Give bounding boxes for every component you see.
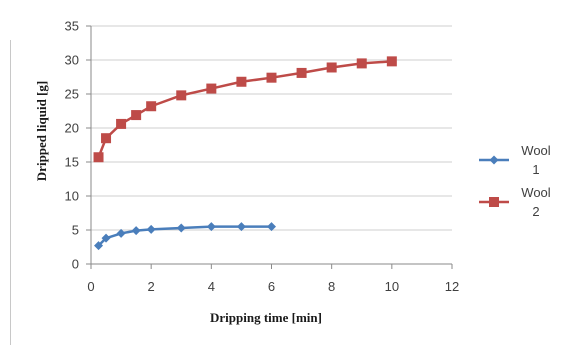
series-2 (93, 56, 397, 163)
data-point-marker (101, 133, 112, 144)
x-tick-label: 4 (208, 279, 215, 294)
data-point-marker (101, 233, 111, 243)
x-axis-label: Dripping time [min] (210, 310, 322, 325)
x-tick-label: 10 (385, 279, 399, 294)
data-point-marker (206, 222, 216, 232)
data-point-marker (176, 223, 186, 233)
data-point-marker (267, 222, 276, 232)
data-point-marker (146, 224, 156, 234)
data-point-marker (116, 118, 127, 129)
y-tick-label: 35 (65, 19, 79, 34)
x-tick-label: 0 (87, 279, 94, 294)
data-point-marker (116, 228, 126, 238)
y-tick-label: 20 (65, 121, 79, 136)
legend-label: Wool 1 (521, 143, 550, 177)
x-tick-label: 2 (148, 279, 155, 294)
series-1 (94, 222, 276, 251)
y-tick-label: 15 (65, 155, 79, 170)
legend-entry: Wool 2 (479, 185, 551, 219)
y-tick-label: 5 (72, 223, 79, 238)
data-point-marker (131, 226, 141, 236)
y-tick-label: 30 (65, 53, 79, 68)
data-point-marker (176, 90, 187, 101)
gridlines (91, 25, 452, 231)
axes (86, 25, 453, 269)
data-point-marker (206, 83, 217, 94)
data-point-marker (489, 155, 499, 165)
series-line (97, 60, 392, 158)
data-point-marker (386, 56, 397, 67)
legend: Wool 1 Wool 2 (479, 143, 551, 219)
data-point-marker (356, 58, 367, 69)
data-point-marker (131, 110, 142, 121)
series-layer (93, 56, 397, 251)
data-point-marker (146, 101, 157, 112)
data-point-marker (236, 222, 246, 232)
y-tick-labels: 0 5 10 15 20 25 30 35 (65, 19, 79, 272)
data-point-marker (489, 197, 499, 207)
x-tick-label: 8 (328, 279, 335, 294)
frame-border (10, 40, 11, 345)
y-tick-label: 0 (72, 257, 79, 272)
x-tick-label: 12 (445, 279, 459, 294)
x-tick-labels: 0 2 4 6 8 10 12 (87, 279, 459, 294)
data-point-marker (296, 67, 307, 78)
y-axis-label: Dripped liquid [g] (34, 81, 49, 181)
legend-label: Wool 2 (521, 185, 550, 219)
data-point-marker (93, 152, 104, 163)
data-point-marker (266, 72, 277, 83)
y-tick-label: 10 (65, 189, 79, 204)
y-tick-label: 25 (65, 87, 79, 102)
legend-entry: Wool 1 (479, 143, 551, 177)
data-point-marker (94, 241, 104, 251)
x-tick-label: 6 (268, 279, 275, 294)
data-point-marker (236, 76, 247, 87)
data-point-marker (326, 62, 337, 73)
series-line (97, 225, 272, 247)
